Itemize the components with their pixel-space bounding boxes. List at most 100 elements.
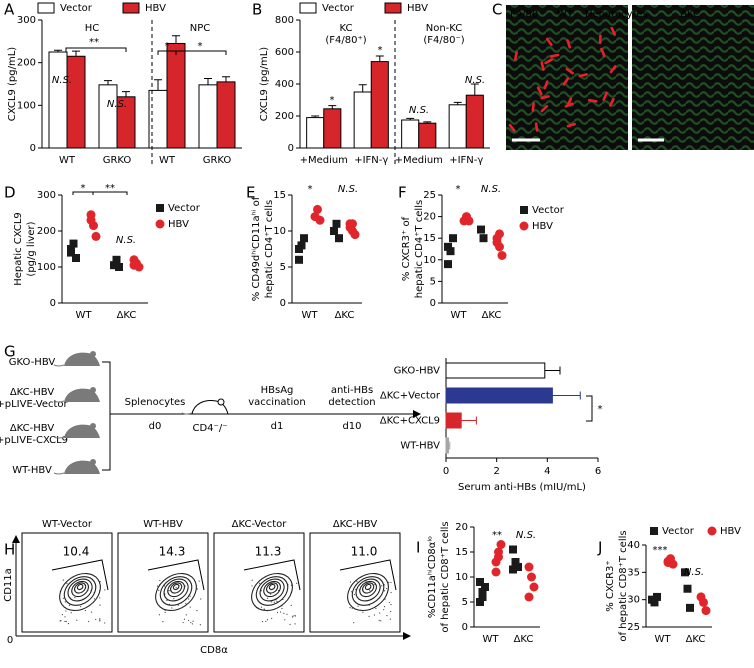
x-tick-label: +Medium	[300, 155, 348, 166]
significance-label: N.S.	[52, 75, 72, 86]
x-tick-label: ΔKC	[686, 634, 706, 645]
f4-80-stain	[566, 122, 576, 128]
y-tick-label: 0	[280, 298, 286, 309]
legend-swatch	[37, 2, 55, 14]
donor-label: +pLIVE-CXCL9	[0, 435, 68, 446]
bar	[418, 122, 437, 149]
f4-80-stain	[531, 102, 535, 112]
category-label: ΔKC+Vector	[380, 391, 441, 402]
error-bar	[222, 76, 230, 82]
data-point	[72, 254, 80, 262]
group-label: KC	[340, 23, 353, 34]
bar	[445, 437, 450, 454]
f4-80-stain	[565, 67, 575, 75]
data-point	[330, 227, 338, 235]
flow-plot-frame	[309, 532, 401, 633]
recipient-mouse	[181, 398, 229, 415]
flow-origin: 0	[7, 635, 13, 646]
event-dot	[62, 579, 65, 581]
data-point	[315, 215, 325, 225]
event-dot	[271, 617, 273, 620]
event-dot	[381, 585, 383, 587]
event-dot	[158, 589, 160, 591]
event-dot	[196, 588, 198, 590]
y-tick-label: 400	[275, 79, 294, 90]
y-tick-label: 25	[423, 190, 436, 201]
y-tick-label: 20	[423, 212, 436, 223]
significance-bracket	[93, 191, 128, 195]
data-point	[464, 216, 474, 226]
stain-label: Hepatocytes	[585, 9, 648, 20]
event-dot	[386, 587, 388, 590]
legend-label: HBV	[407, 3, 428, 14]
gate-percentage: 11.0	[351, 545, 378, 559]
event-dot	[368, 615, 370, 617]
f4-80-stain	[534, 122, 539, 132]
density-contour	[263, 580, 281, 598]
event-dot	[270, 593, 272, 595]
event-dot	[187, 619, 190, 622]
event-dot	[90, 611, 93, 613]
event-dot	[349, 606, 351, 609]
error-bar	[122, 91, 130, 97]
event-dot	[390, 591, 392, 594]
legend-swatch	[384, 2, 402, 14]
panel-label: C	[492, 1, 502, 19]
event-dot	[383, 606, 386, 608]
y-tick-label: 100	[37, 262, 56, 273]
legend-label: HBV	[532, 221, 553, 232]
event-dot	[99, 618, 101, 620]
bar	[116, 96, 136, 149]
y-tick-label: 300	[37, 190, 56, 201]
data-point	[529, 582, 539, 592]
event-dot	[390, 581, 392, 584]
data-point	[129, 260, 139, 270]
event-dot	[200, 598, 202, 600]
data-point	[335, 234, 343, 243]
y-axis-label: hepatic CD4⁺T cells	[264, 200, 275, 298]
bar	[448, 104, 467, 149]
event-dot	[188, 598, 190, 600]
step-label: detection	[328, 397, 375, 408]
y-axis-label: (pg/g liver)	[26, 221, 37, 276]
event-dot	[70, 612, 72, 614]
event-dot	[379, 612, 381, 614]
density-contour	[172, 583, 180, 591]
event-dot	[389, 618, 391, 620]
donor-label: WT-HBV	[12, 465, 52, 476]
data-point	[155, 219, 165, 229]
event-dot	[390, 604, 392, 606]
significance-label: N.S.	[516, 530, 536, 541]
step-label: anti-HBs	[331, 385, 373, 396]
day-label: d1	[271, 421, 284, 432]
f4-80-stain	[609, 97, 615, 107]
event-dot	[357, 605, 359, 607]
event-dot	[189, 595, 191, 597]
event-dot	[276, 601, 278, 603]
density-contour	[59, 572, 101, 612]
density-contour	[255, 576, 289, 606]
donor-mouse	[53, 350, 101, 367]
event-dot	[388, 581, 390, 583]
data-point	[494, 552, 503, 562]
data-point	[300, 234, 308, 243]
significance-bracket	[65, 47, 127, 52]
stain-label: F4/80	[510, 9, 538, 20]
stain-label: ΔKC	[680, 9, 700, 20]
gate	[147, 559, 205, 591]
event-dot	[164, 611, 166, 614]
event-dot	[279, 611, 282, 613]
event-dot	[259, 582, 261, 585]
legend-label: Vector	[662, 526, 695, 537]
event-dot	[93, 598, 96, 600]
data-point	[496, 540, 506, 549]
gate-percentage: 14.3	[159, 545, 186, 559]
panel-label: D	[4, 184, 16, 202]
y-tick-label: 0	[462, 622, 468, 633]
panel-label: B	[252, 1, 262, 19]
panel-label: G	[4, 343, 16, 361]
event-dot	[261, 620, 264, 623]
error-bar	[470, 83, 479, 96]
error-bar	[552, 391, 581, 400]
bar	[48, 51, 68, 149]
